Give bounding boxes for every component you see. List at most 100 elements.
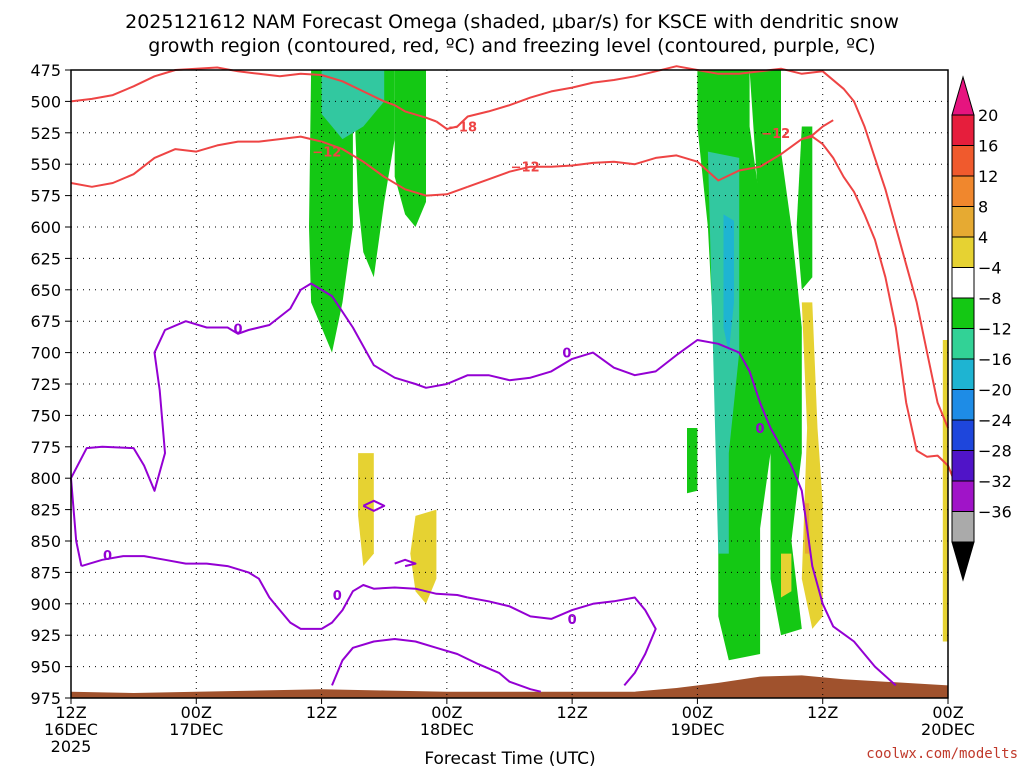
x-tick-label: 12Z <box>55 703 86 722</box>
contour-labels: −18 −12 −12 −12 0 0 0 0 0 0 <box>103 121 790 628</box>
omega-region-teal-west <box>321 70 385 140</box>
purple-contour-label: 0 <box>333 589 342 604</box>
omega-region-green-east-3 <box>796 126 813 290</box>
omega-region-cyan-east <box>723 214 734 353</box>
y-tick-label: 675 <box>30 312 61 331</box>
red-contour-label: −12 <box>511 161 540 176</box>
colorbar-label: −16 <box>978 350 1012 369</box>
colorbar-label: −12 <box>978 320 1012 339</box>
red-contour-minus-18-right <box>822 70 949 429</box>
x-tick-label: 00Z <box>181 703 212 722</box>
y-tick-label: 700 <box>30 344 61 363</box>
chart-title-line-1: 2025121612 NAM Forecast Omega (shaded, μ… <box>125 11 899 33</box>
red-contour-minus-18-west <box>70 66 437 123</box>
omega-shading <box>309 70 948 661</box>
y-tick-label: 775 <box>30 438 61 457</box>
colorbar-segment <box>951 328 975 360</box>
colorbar-label: 8 <box>978 198 988 217</box>
y-tick-label: 575 <box>30 187 61 206</box>
red-contour-minus-12-west <box>70 135 469 197</box>
y-tick-label: 475 <box>30 61 61 80</box>
red-contour-minus-12-east <box>467 135 955 479</box>
purple-contour-label: 0 <box>562 347 571 362</box>
colorbar-label: −28 <box>978 442 1012 461</box>
y-tick-label: 725 <box>30 375 61 394</box>
purple-contour-label: 0 <box>234 323 243 338</box>
colorbar-segment <box>951 267 975 299</box>
colorbar-label: 16 <box>978 137 998 156</box>
colorbar-label: −20 <box>978 381 1012 400</box>
colorbar-label: −8 <box>978 289 1002 308</box>
x-tick-label: 12Z <box>556 703 587 722</box>
y-tick-label: 625 <box>30 249 61 268</box>
red-contour-minus-18-east <box>435 65 823 130</box>
y-tick-label: 500 <box>30 92 61 111</box>
colorbar-segment <box>951 297 975 329</box>
colorbar-segment <box>951 145 975 177</box>
credit-text: coolwx.com/modelts <box>866 746 1018 762</box>
y-tick-label: 850 <box>30 532 61 551</box>
y-tick-label: 975 <box>30 689 61 708</box>
colorbar-label: −32 <box>978 472 1012 491</box>
y-tick-label: 800 <box>30 469 61 488</box>
purple-contour-zero-loop-bottom <box>331 638 542 693</box>
red-contour-label: −12 <box>312 146 341 161</box>
chart-title-line-2: growth region (contoured, red, ºC) and f… <box>148 35 875 57</box>
x-tick-label: 12Z <box>306 703 337 722</box>
red-contour-label: −12 <box>761 127 790 142</box>
x-tick-label: 17DEC <box>169 720 223 739</box>
purple-contour-zero-main <box>70 282 897 687</box>
terrain-layer <box>71 675 948 698</box>
y-tick-label: 600 <box>30 218 61 237</box>
y-tick-label: 750 <box>30 406 61 425</box>
y-tick-label: 650 <box>30 281 61 300</box>
freezing-level-contours <box>70 282 897 693</box>
colorbar-segment <box>951 206 975 238</box>
red-contour-label: −18 <box>448 121 477 136</box>
colorbar: 20 16 12 8 4 −4 −8 −12 −16 −20 −24 −28 −32 −36 <box>951 75 1012 582</box>
x-tick-label: 16DEC <box>44 720 98 739</box>
colorbar-label: −24 <box>978 411 1012 430</box>
colorbar-label: 4 <box>978 228 988 247</box>
x-axis-label: Forecast Time (UTC) <box>424 749 595 768</box>
omega-region-green-narrow-1 <box>687 428 698 494</box>
x-tick-label: 12Z <box>807 703 838 722</box>
y-tick-label: 900 <box>30 595 61 614</box>
y-tick-label: 925 <box>30 626 61 645</box>
y-tick-label: 875 <box>30 563 61 582</box>
x-tick-label: 00Z <box>682 703 713 722</box>
colorbar-top-arrow <box>951 75 975 116</box>
dendritic-contours <box>70 65 955 479</box>
omega-region-yellow-2 <box>410 509 437 604</box>
purple-contour-zero-small-2 <box>394 558 417 568</box>
x-tick-label: 00Z <box>932 703 963 722</box>
colorbar-segment <box>951 389 975 421</box>
omega-region-yellow-4 <box>781 553 792 598</box>
colorbar-label: −36 <box>978 503 1012 522</box>
x-tick-label: 20DEC <box>921 720 975 739</box>
purple-contour-zero-small-1 <box>362 499 386 512</box>
terrain-fill <box>71 675 948 698</box>
purple-contour-label: 0 <box>756 422 765 437</box>
colorbar-label: 20 <box>978 106 998 125</box>
x-tick-label: 2025 <box>51 737 92 756</box>
colorbar-segment <box>951 114 975 146</box>
x-tick-label: 18DEC <box>420 720 474 739</box>
colorbar-segment <box>951 236 975 268</box>
y-tick-label: 950 <box>30 658 61 677</box>
x-tick-label: 00Z <box>431 703 462 722</box>
omega-region-green-east-2 <box>749 70 802 636</box>
omega-region-yellow-5 <box>942 340 948 642</box>
y-axis: 475 500 525 550 575 600 625 650 675 700 725 750 775 8… <box>30 61 71 708</box>
purple-contour-label: 0 <box>568 613 577 628</box>
purple-contour-zero-lower-left <box>81 555 468 630</box>
y-tick-label: 825 <box>30 501 61 520</box>
colorbar-segment <box>951 480 975 512</box>
colorbar-bottom-arrow <box>951 541 975 582</box>
colorbar-segment <box>951 511 975 543</box>
red-contour-minus-12-right-top <box>801 119 834 141</box>
colorbar-segment <box>951 358 975 390</box>
purple-contour-label: 0 <box>103 549 112 564</box>
